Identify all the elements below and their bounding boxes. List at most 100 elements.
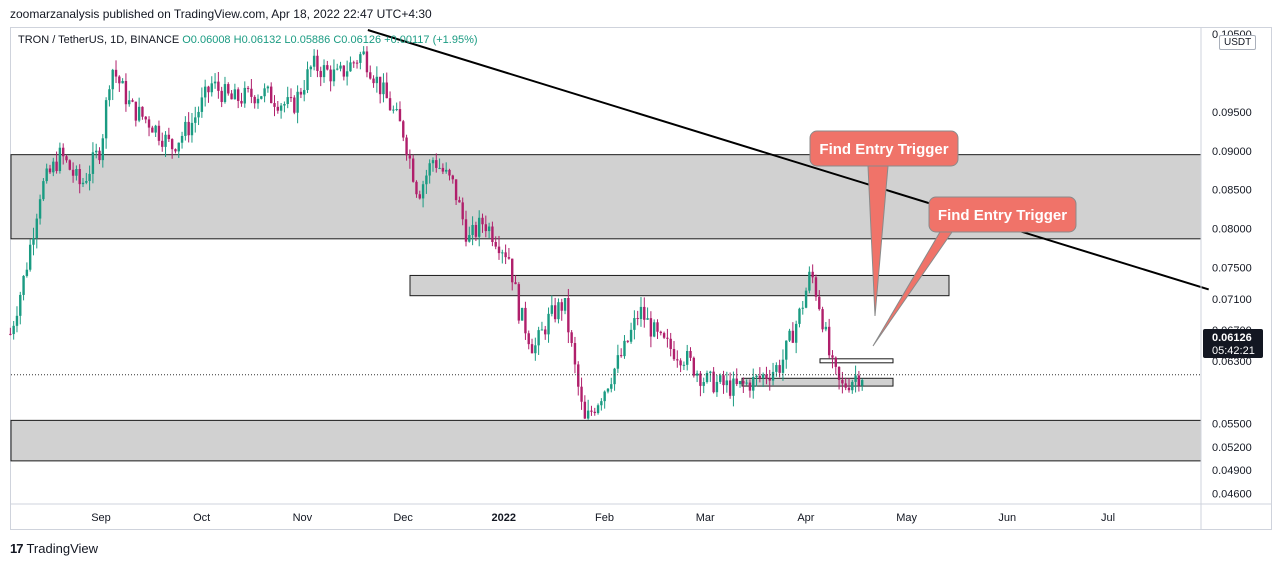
candle-body-214 — [715, 381, 719, 393]
candle-body-49 — [170, 139, 174, 150]
candle-body-125 — [421, 184, 425, 199]
candle-body-146 — [491, 226, 494, 242]
candle-body-87 — [296, 91, 299, 113]
candle-body-143 — [481, 217, 484, 225]
x-tick-label-8: May — [896, 512, 917, 524]
candle-body-28 — [101, 138, 105, 161]
candle-body-219 — [732, 378, 735, 396]
candle-body-220 — [735, 378, 738, 385]
candle-body-110 — [372, 78, 375, 84]
candle-body-133 — [448, 169, 451, 176]
candle-body-158 — [530, 344, 534, 354]
candle-body-134 — [451, 175, 454, 180]
candle-body-67 — [230, 93, 233, 100]
candle-body-168 — [563, 298, 567, 311]
candle-body-106 — [359, 54, 362, 63]
candle-body-12 — [48, 168, 52, 173]
ticker-open: O0.06008 — [182, 34, 231, 46]
callout-box-1 — [928, 196, 1077, 233]
candle-body-100 — [339, 65, 342, 69]
candle-body-51 — [177, 142, 180, 152]
ticker-info: TRON / TetherUS, 1D, BINANCE O0.06008 H0… — [18, 34, 478, 46]
candle-body-230 — [768, 378, 771, 381]
candle-body-6 — [28, 244, 32, 270]
candles-layer — [9, 46, 864, 420]
candle-body-105 — [355, 62, 359, 64]
x-tick-label-2: Nov — [293, 512, 313, 524]
currency-badge[interactable]: USDT — [1219, 35, 1257, 50]
candle-body-170 — [570, 332, 573, 344]
callout-text-0: Find Entry Trigger — [819, 141, 948, 158]
callout-layer: Find Entry Trigger Find Entry Trigger — [809, 130, 1077, 347]
candle-body-136 — [458, 200, 461, 203]
lines-layer — [11, 29, 1209, 376]
candle-body-206 — [689, 350, 692, 358]
candle-body-210 — [702, 382, 705, 386]
candle-body-93 — [316, 55, 319, 71]
candle-body-241 — [804, 290, 808, 308]
candle-body-229 — [765, 374, 768, 379]
candle-body-211 — [705, 372, 709, 383]
candle-body-25 — [91, 152, 95, 174]
candle-body-153 — [514, 282, 517, 285]
candle-body-118 — [398, 109, 402, 122]
candle-body-76 — [260, 96, 263, 99]
candle-body-43 — [151, 127, 154, 133]
candle-body-21 — [78, 169, 81, 185]
candle-body-157 — [527, 333, 530, 345]
candle-body-238 — [794, 323, 798, 343]
candle-body-113 — [382, 82, 385, 95]
candle-body-75 — [256, 98, 260, 104]
candle-body-4 — [22, 275, 25, 295]
candle-body-250 — [834, 357, 837, 367]
candle-body-239 — [798, 308, 801, 324]
demand-zone — [741, 377, 894, 387]
candle-body-115 — [388, 98, 392, 111]
candle-body-63 — [217, 81, 220, 91]
candle-body-128 — [431, 160, 435, 164]
candle-body-253 — [844, 383, 847, 388]
candle-body-20 — [75, 169, 78, 176]
candle-body-15 — [58, 147, 62, 172]
candle-body-22 — [81, 182, 85, 185]
candle-body-64 — [220, 90, 223, 102]
footer-brand: TradingView — [26, 541, 99, 556]
candle-body-169 — [567, 298, 570, 333]
candle-body-191 — [639, 306, 643, 319]
candle-body-227 — [758, 375, 762, 378]
axis-layer: 0.105000.095000.090000.085000.080000.075… — [11, 28, 1271, 530]
candle-body-65 — [223, 84, 227, 102]
candle-body-200 — [669, 338, 672, 349]
candle-body-177 — [593, 411, 596, 414]
candle-body-137 — [461, 202, 464, 220]
tradingview-logo-icon: 17 — [10, 541, 24, 556]
candle-body-59 — [203, 86, 207, 98]
candle-body-179 — [600, 401, 603, 406]
price-label-countdown: 05:42:21 — [1212, 345, 1255, 357]
x-tick-label-0: Sep — [91, 512, 111, 524]
candle-body-40 — [141, 106, 144, 117]
x-tick-label-4: 2022 — [492, 512, 516, 524]
candle-body-226 — [755, 375, 758, 377]
candle-body-66 — [227, 84, 230, 94]
candle-body-38 — [134, 101, 138, 121]
candle-body-122 — [411, 158, 415, 182]
candle-body-68 — [233, 89, 237, 100]
tradingview-footer[interactable]: 17 TradingView — [10, 541, 98, 556]
candle-body-164 — [550, 305, 554, 314]
candle-body-104 — [352, 62, 355, 64]
descending-trendline — [367, 29, 1209, 291]
price-label-value: 0.06126 — [1212, 332, 1252, 344]
mid-resistance-zone — [409, 274, 950, 297]
candle-body-120 — [405, 137, 408, 156]
candle-body-96 — [326, 65, 329, 70]
candle-body-242 — [808, 271, 811, 291]
candle-body-232 — [775, 365, 778, 372]
candle-body-237 — [791, 330, 795, 343]
y-tick-label-5: 0.07500 — [1212, 263, 1252, 275]
x-tick-label-7: Apr — [797, 512, 814, 524]
candle-body-142 — [478, 217, 481, 237]
candle-body-221 — [738, 381, 742, 385]
ticker-symbol: TRON / TetherUS, 1D, BINANCE — [18, 34, 180, 46]
